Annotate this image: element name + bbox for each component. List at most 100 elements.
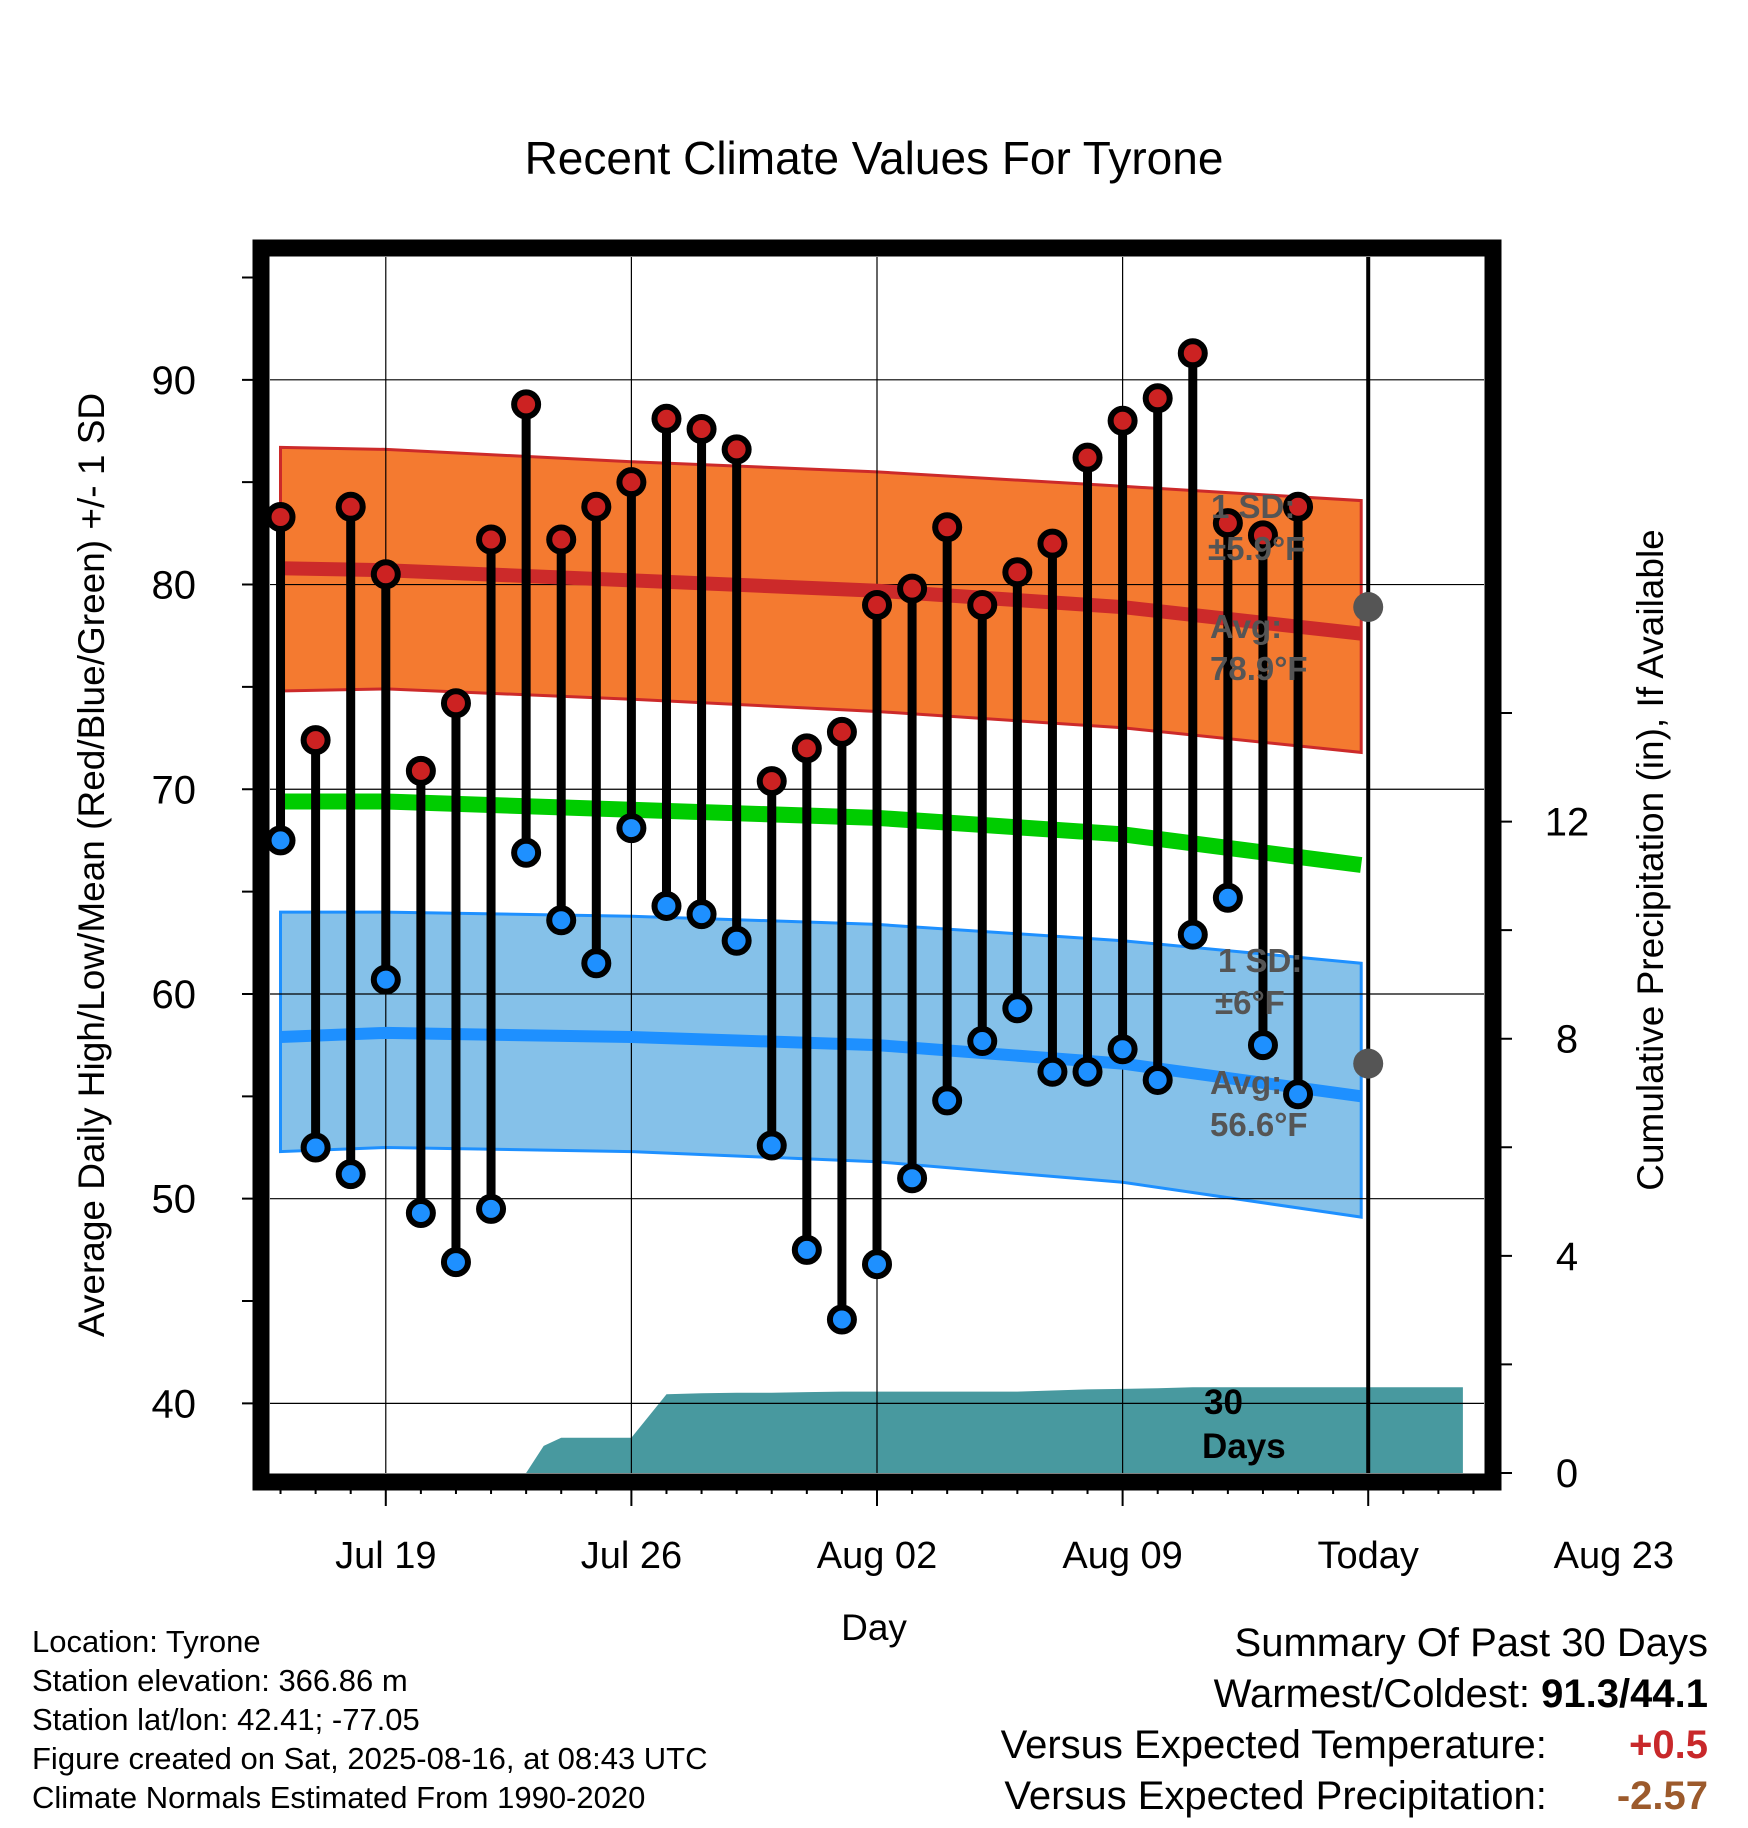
low-point (1107, 1034, 1138, 1065)
temp-label: Versus Expected Temperature: (1000, 1723, 1547, 1767)
high-point (476, 524, 507, 555)
y2-axis-label: Cumulative Precipitation (in), If Availa… (1630, 529, 1671, 1191)
low-point (1247, 1030, 1278, 1061)
warmest-value: 91.3/44.1 (1541, 1672, 1708, 1716)
high-point (405, 755, 436, 786)
high-avg-value: 78.9°F (1210, 650, 1308, 687)
x-tick-label: Aug 02 (817, 1535, 937, 1577)
x-tick-label: Aug 23 (1554, 1535, 1674, 1577)
high-point (300, 725, 331, 756)
high-point (1002, 557, 1033, 588)
warmest-row: Warmest/Coldest: 91.3/44.1 (1001, 1669, 1708, 1720)
y-tick-label: 60 (152, 973, 197, 1017)
high-point (1142, 383, 1173, 414)
high-point (721, 434, 752, 465)
y2-tick-label: 0 (1556, 1452, 1578, 1496)
high-point (511, 389, 542, 420)
low-point (335, 1159, 366, 1190)
low-point (1283, 1079, 1314, 1110)
low-point (546, 905, 577, 936)
low-point (651, 890, 682, 921)
precip-value: -2.57 (1616, 1774, 1708, 1818)
low-point (967, 1026, 998, 1057)
high-sd-label: 1 SD: (1211, 488, 1295, 525)
x-tick-label: Jul 26 (581, 1535, 682, 1577)
y2-tick-label: 12 (1545, 801, 1590, 845)
low-point (370, 964, 401, 995)
today-low-avg-marker (1353, 1048, 1384, 1079)
station-info: Location: Tyrone Station elevation: 366.… (32, 1622, 708, 1817)
high-point (897, 573, 928, 604)
precip-label: Versus Expected Precipitation: (1004, 1774, 1547, 1818)
high-point (967, 590, 998, 621)
low-point (1072, 1056, 1103, 1087)
high-point (756, 766, 787, 797)
normal-bands (279, 445, 1363, 1219)
high-point (1247, 520, 1278, 551)
y-tick-label: 80 (152, 564, 197, 608)
y2-tick-label: 8 (1556, 1018, 1578, 1062)
summary-title: Summary Of Past 30 Days (1234, 1621, 1708, 1665)
low-avg-label: Avg: (1210, 1064, 1282, 1101)
high-point (651, 403, 682, 434)
precip-row: Versus Expected Precipitation: -2.57 (1001, 1771, 1708, 1822)
y2-axis-ticks: 0 4 8 12 (1492, 712, 1590, 1496)
high-point (826, 716, 857, 747)
high-point (791, 733, 822, 764)
low-point (265, 825, 296, 856)
warmest-label: Warmest/Coldest: (1213, 1672, 1531, 1716)
high-point (1037, 528, 1068, 559)
days-count-label: 30 (1204, 1383, 1243, 1422)
high-point (335, 491, 366, 522)
high-point (862, 590, 892, 621)
low-point (1212, 882, 1243, 913)
high-point (581, 491, 612, 522)
x-tick-label: Aug 09 (1062, 1535, 1182, 1577)
x-axis-ticks: Jul 19 Jul 26 Aug 02 Aug 09 Today Aug 23 (279, 1481, 1674, 1577)
high-point (616, 467, 647, 498)
low-point (581, 948, 612, 979)
created-text: Figure created on Sat, 2025-08-16, at 08… (32, 1741, 708, 1776)
x-axis-label: Day (841, 1607, 907, 1648)
high-point (265, 501, 296, 532)
high-normal-line (280, 561, 1362, 641)
low-point (791, 1234, 822, 1265)
low-sd-label: 1 SD: (1218, 942, 1302, 979)
low-sd-value: ±6°F (1215, 984, 1285, 1021)
summary-panel: Summary Of Past 30 Days Warmest/Coldest:… (1001, 1618, 1708, 1822)
y2-tick-label: 4 (1556, 1235, 1578, 1279)
latlon-text: Station lat/lon: 42.41; -77.05 (32, 1702, 420, 1737)
y-tick-label: 70 (152, 768, 197, 812)
high-point (1072, 442, 1103, 473)
daily-dots (265, 338, 1314, 1335)
high-point (440, 688, 471, 719)
temp-value: +0.5 (1629, 1723, 1708, 1767)
low-point (1142, 1064, 1173, 1095)
low-point (300, 1132, 331, 1163)
low-point (862, 1249, 892, 1280)
y-axis-ticks: 40 50 60 70 80 90 (152, 276, 262, 1426)
high-point (1107, 405, 1138, 436)
low-point (932, 1085, 963, 1116)
mean-normal-line (280, 793, 1363, 873)
today-average-markers (1353, 592, 1384, 1079)
temp-row: Versus Expected Temperature: +0.5 (1001, 1720, 1708, 1771)
high-point (686, 413, 717, 444)
location-text: Location: Tyrone (32, 1624, 261, 1659)
high-point (546, 524, 577, 555)
low-point (1037, 1056, 1068, 1087)
precip-cumulative-area (491, 1387, 1463, 1473)
normal-annotations: 1 SD: ±5.9°F Avg: 78.9°F 1 SD: ±6°F Avg:… (1202, 488, 1308, 1466)
y-tick-label: 90 (152, 359, 197, 403)
high-point (1212, 508, 1243, 539)
chart-title: Recent Climate Values For Tyrone (525, 132, 1224, 184)
low-point (405, 1198, 436, 1229)
normals-text: Climate Normals Estimated From 1990-2020 (32, 1780, 646, 1815)
low-point (686, 899, 717, 930)
low-sd-band (279, 910, 1363, 1219)
elevation-text: Station elevation: 366.86 m (32, 1663, 408, 1698)
x-tick-label: Jul 19 (335, 1535, 436, 1577)
today-high-avg-marker (1353, 592, 1384, 623)
high-point (370, 559, 401, 590)
